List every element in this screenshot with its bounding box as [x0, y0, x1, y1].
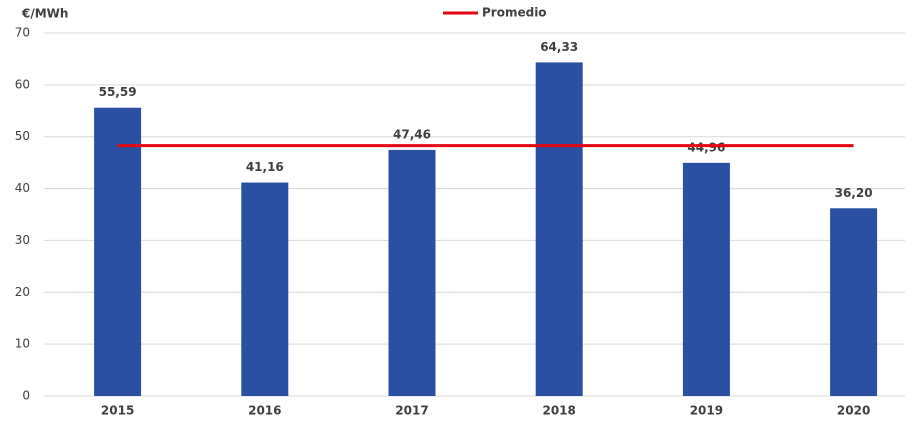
- x-tick-label: 2018: [542, 404, 575, 418]
- data-label: 44,96: [687, 140, 725, 154]
- bar: [388, 149, 436, 396]
- data-label: 41,16: [246, 160, 284, 174]
- y-tick-label: 0: [22, 389, 30, 403]
- x-tick-label: 2015: [101, 404, 134, 418]
- bar: [682, 162, 730, 396]
- x-tick-label: 2016: [248, 404, 281, 418]
- data-label: 36,20: [835, 186, 873, 200]
- data-label: 64,33: [540, 40, 578, 54]
- bar: [241, 182, 289, 396]
- y-tick-label: 50: [15, 129, 30, 143]
- x-tick-label: 2020: [837, 404, 870, 418]
- y-tick-label: 70: [15, 26, 30, 40]
- bar: [94, 107, 142, 397]
- data-label: 55,59: [99, 85, 137, 99]
- y-tick-label: 60: [15, 77, 30, 91]
- data-label: 47,46: [393, 127, 431, 141]
- legend-label: Promedio: [482, 6, 547, 20]
- y-tick-label: 30: [15, 233, 30, 247]
- y-tick-label: 40: [15, 181, 30, 195]
- bar: [830, 208, 878, 396]
- y-tick-label: 20: [15, 285, 30, 299]
- x-tick-label: 2017: [395, 404, 428, 418]
- x-tick-label: 2019: [690, 404, 723, 418]
- bar: [535, 62, 583, 396]
- y-tick-label: 10: [15, 337, 30, 351]
- y-axis-label: €/MWh: [21, 7, 68, 21]
